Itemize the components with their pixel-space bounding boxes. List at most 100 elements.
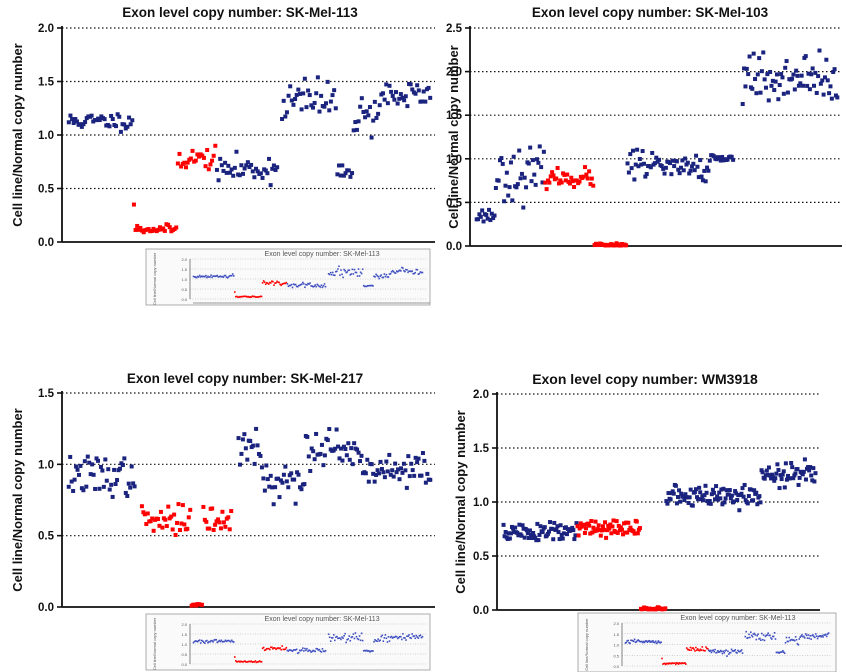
inset-point — [752, 633, 755, 635]
y-tick-label: 2.0 — [446, 67, 462, 79]
y-tick-label: 1.5 — [473, 443, 490, 455]
inset-point — [328, 273, 331, 276]
data-point — [85, 454, 90, 459]
data-point — [377, 471, 382, 476]
inset-point — [230, 639, 233, 642]
data-point — [761, 50, 766, 55]
data-point — [265, 171, 270, 176]
inset-point — [418, 272, 421, 275]
inset-point — [329, 640, 332, 642]
inset-point — [774, 638, 777, 640]
inset-point — [252, 660, 255, 663]
data-point — [354, 127, 359, 132]
inset-point — [307, 650, 309, 653]
data-point — [783, 65, 788, 70]
data-point — [276, 476, 281, 481]
inset-point — [711, 649, 714, 652]
data-point — [280, 480, 285, 485]
inset-point — [712, 649, 715, 651]
inset-point — [360, 272, 363, 275]
inset-point — [642, 640, 645, 643]
inset-point — [365, 649, 368, 652]
inset-point — [210, 274, 212, 277]
data-point — [307, 93, 312, 98]
inset-point — [210, 639, 212, 642]
data-point — [131, 202, 136, 207]
inset-point — [206, 639, 208, 642]
inset-point — [672, 662, 674, 665]
data-point — [270, 485, 275, 490]
inset-point — [367, 650, 369, 652]
data-point — [584, 172, 589, 177]
data-point — [252, 461, 257, 466]
data-point — [582, 531, 587, 536]
data-point — [195, 152, 200, 157]
inset-tick-label: 2.0 — [181, 257, 187, 262]
data-point — [161, 226, 166, 231]
data-point — [405, 104, 410, 109]
data-point — [681, 494, 686, 499]
inset-point — [792, 639, 795, 641]
data-point — [305, 434, 310, 439]
data-point — [392, 97, 397, 102]
data-point — [394, 470, 399, 475]
data-point — [780, 75, 785, 80]
inset-point — [747, 636, 749, 639]
inset-point — [799, 636, 801, 638]
data-point — [369, 462, 374, 467]
inset-point — [261, 647, 264, 650]
data-point — [813, 471, 818, 476]
inset-point — [806, 637, 809, 639]
data-point — [736, 493, 741, 498]
inset-point — [335, 270, 337, 273]
data-point — [125, 493, 130, 498]
inset-point — [324, 649, 327, 652]
inset-point — [362, 649, 365, 652]
data-point — [388, 472, 393, 477]
inset-point — [705, 646, 707, 648]
data-point — [721, 486, 726, 491]
inset-point — [220, 639, 223, 642]
data-point — [289, 471, 294, 476]
inset-point — [314, 650, 317, 653]
data-point — [820, 78, 825, 83]
data-point — [224, 170, 229, 175]
inset-point — [290, 649, 293, 652]
inset-point — [780, 651, 782, 653]
data-point — [703, 179, 708, 184]
data-point — [698, 490, 703, 495]
inset-point — [248, 296, 251, 299]
data-point — [132, 484, 137, 489]
inset-point — [414, 637, 417, 640]
inset-point — [794, 636, 797, 638]
data-point — [314, 431, 319, 436]
inset-point — [649, 641, 651, 643]
inset-point — [233, 291, 236, 293]
inset-point — [663, 662, 666, 665]
data-point — [536, 160, 541, 165]
inset-point — [228, 275, 231, 277]
data-point — [333, 446, 338, 451]
inset-point — [669, 662, 672, 665]
data-point — [371, 471, 376, 476]
inset-point — [208, 640, 210, 643]
data-point — [554, 527, 559, 532]
inset-point — [340, 269, 342, 271]
inset-point — [332, 634, 335, 636]
data-point — [521, 205, 526, 210]
y-tick-label: 0.5 — [38, 184, 55, 196]
inset-point — [372, 650, 374, 652]
data-point — [528, 145, 533, 150]
inset-point — [388, 640, 391, 642]
inset-point — [215, 638, 218, 641]
data-point — [654, 155, 659, 160]
data-point — [343, 171, 348, 176]
inset-point — [805, 634, 808, 637]
data-point — [296, 472, 301, 477]
data-point — [79, 124, 84, 129]
inset-point — [404, 637, 406, 639]
data-point — [69, 479, 74, 484]
inset-point — [225, 640, 228, 643]
data-point — [668, 497, 673, 502]
inset-point — [707, 649, 710, 652]
